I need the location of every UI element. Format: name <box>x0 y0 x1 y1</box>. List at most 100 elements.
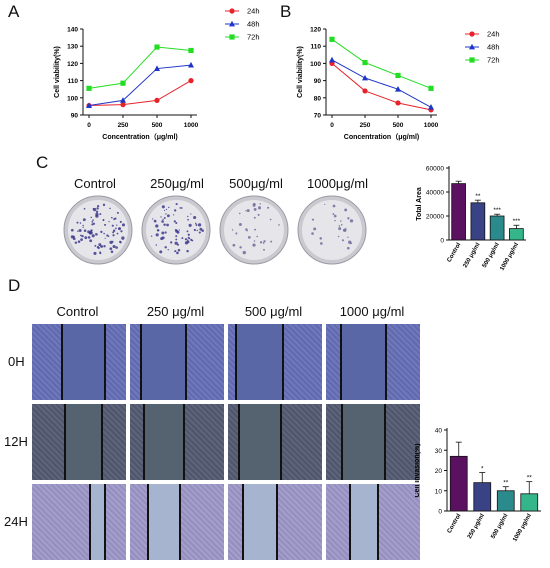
colony <box>114 217 117 220</box>
y-tick-label: 110 <box>311 44 322 51</box>
colony <box>112 229 116 232</box>
colony <box>198 231 201 234</box>
x-axis-label: Concentration（μg/ml) <box>102 133 177 141</box>
bar-2 <box>496 490 515 512</box>
colony <box>93 251 97 255</box>
colony <box>174 241 178 245</box>
wound-image <box>130 324 224 400</box>
colony <box>160 237 164 241</box>
colony <box>77 230 79 232</box>
colony <box>70 228 74 232</box>
wound-edge-line <box>384 404 387 480</box>
y-tick-label: 110 <box>68 78 79 85</box>
colony <box>259 203 261 205</box>
colony <box>252 202 256 206</box>
colony <box>174 229 178 232</box>
colony <box>84 236 88 240</box>
colony <box>186 230 189 233</box>
colony <box>161 231 165 235</box>
significance-label: *** <box>493 207 501 214</box>
colony <box>176 251 179 255</box>
wound-gap <box>64 404 103 480</box>
dish-inner <box>224 200 284 260</box>
y-tick-label: 100 <box>67 95 78 102</box>
colony-label-250: 250μg/ml <box>150 176 204 191</box>
wound-edge-line <box>60 324 63 400</box>
colony <box>109 247 113 251</box>
colony <box>90 229 93 232</box>
panel-label-d: D <box>8 276 21 295</box>
colony <box>91 234 95 238</box>
colony <box>111 240 114 243</box>
colony <box>155 233 159 237</box>
colony <box>168 206 170 209</box>
panel-label-c: C <box>36 153 49 172</box>
colony <box>110 250 114 254</box>
data-point-48h <box>329 56 335 63</box>
colony <box>319 237 322 240</box>
legend-marker-48h <box>469 43 475 50</box>
colony <box>74 241 78 244</box>
chart-a-viability: 90 100 110 120 130 140 0 250 500 1000 Concentratio… <box>54 7 260 142</box>
wound-image <box>130 404 224 480</box>
colony <box>175 238 178 241</box>
colony <box>196 229 198 232</box>
bar-1 <box>470 202 486 241</box>
wound-image <box>32 324 126 400</box>
colony <box>177 248 181 252</box>
colony <box>338 225 341 227</box>
colony <box>115 227 117 230</box>
bar-2 <box>489 215 505 241</box>
wound-gap <box>236 324 284 400</box>
colony <box>187 218 189 221</box>
colony <box>174 250 177 253</box>
colony <box>96 245 100 249</box>
data-point-72h <box>86 85 92 91</box>
y-tick-label: 140 <box>67 27 78 34</box>
colony <box>341 239 345 242</box>
colony <box>155 224 159 228</box>
colony <box>77 240 81 243</box>
colony <box>232 243 236 247</box>
colony-dishes <box>63 195 367 265</box>
colony <box>173 220 176 223</box>
bar-3 <box>509 228 524 241</box>
colony <box>263 240 266 243</box>
colony <box>164 246 167 249</box>
colony <box>324 203 326 205</box>
colony <box>313 227 317 231</box>
legend-marker-24h <box>469 31 475 37</box>
colony <box>104 237 106 239</box>
colony <box>311 218 315 221</box>
colony <box>89 239 93 243</box>
colony <box>96 204 100 208</box>
colony <box>184 238 188 241</box>
wound-row-12h: 12H <box>4 434 28 449</box>
colony <box>190 213 192 215</box>
colony <box>89 231 93 235</box>
colony <box>160 216 162 218</box>
colony <box>94 244 97 247</box>
wound-edge-line <box>185 324 188 400</box>
colony <box>103 245 106 248</box>
wound-edge-line <box>63 404 66 480</box>
wound-assay: Control 250 μg/ml 500 μg/ml 1000 μg/ml 0… <box>0 296 430 568</box>
colony-assay: Control 250μg/ml 500μg/ml 1000μg/ml <box>0 170 410 270</box>
y-tick-label: 70 <box>314 113 322 120</box>
colony <box>95 210 99 213</box>
y-tick-label: 120 <box>67 61 78 68</box>
wound-image <box>32 404 126 480</box>
colony <box>150 235 153 237</box>
colony <box>153 219 157 223</box>
colony <box>87 236 91 239</box>
colony <box>109 207 111 210</box>
bar-0 <box>451 183 466 241</box>
colony <box>349 242 352 245</box>
colony <box>121 223 126 227</box>
colony <box>99 252 102 255</box>
colony <box>239 246 242 249</box>
colony <box>259 241 263 244</box>
legend-label-72h: 72h <box>247 33 260 42</box>
series-line-72h <box>88 46 192 89</box>
series-line-48h <box>331 59 432 108</box>
